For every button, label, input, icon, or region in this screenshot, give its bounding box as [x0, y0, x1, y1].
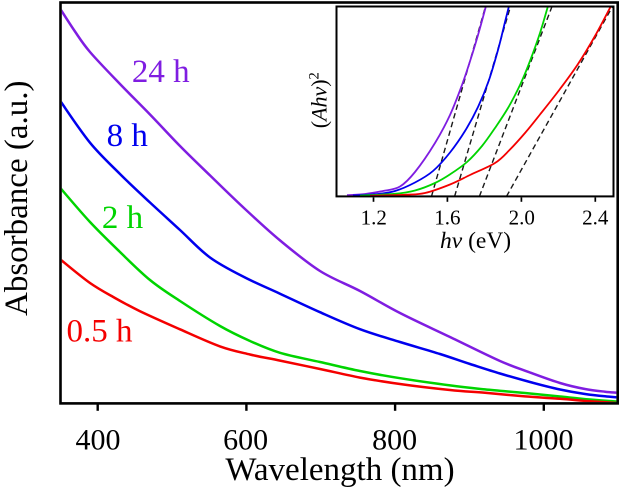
svg-text:1.6: 1.6	[434, 206, 460, 230]
svg-text:800: 800	[372, 424, 417, 457]
svg-text:2 h: 2 h	[102, 200, 144, 236]
svg-text:2.4: 2.4	[582, 206, 609, 230]
svg-text:8 h: 8 h	[107, 118, 149, 154]
svg-text:(Ahv)2: (Ahv)2	[307, 72, 332, 128]
svg-text:Absorbance (a.u.): Absorbance (a.u.)	[0, 81, 35, 316]
svg-text:Wavelength (nm): Wavelength (nm)	[225, 452, 454, 488]
svg-text:1.2: 1.2	[361, 206, 387, 230]
svg-text:400: 400	[76, 424, 121, 457]
svg-text:2.0: 2.0	[509, 206, 535, 230]
svg-text:0.5 h: 0.5 h	[67, 314, 134, 350]
svg-text:hv (eV): hv (eV)	[440, 228, 511, 254]
svg-text:1000: 1000	[514, 424, 574, 457]
svg-text:24 h: 24 h	[132, 54, 190, 90]
svg-text:600: 600	[223, 424, 268, 457]
